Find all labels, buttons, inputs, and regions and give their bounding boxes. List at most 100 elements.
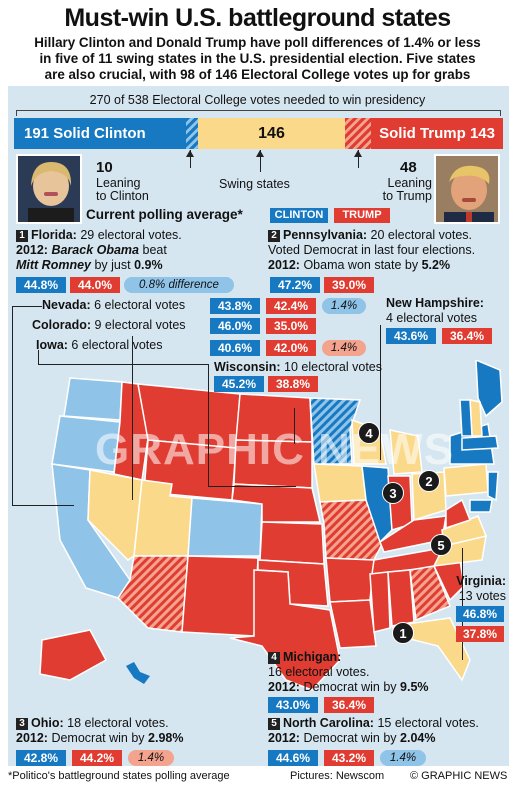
florida-info: 1 Florida: 29 electoral votes. 2012: Bara… xyxy=(16,228,182,273)
pennsylvania-info: 2 Pennsylvania: 20 electoral votes. Voted… xyxy=(268,228,475,273)
copyright: © GRAPHIC NEWS xyxy=(410,770,508,782)
ohio-info: 3 Ohio: 18 electoral votes. 2012: Democra… xyxy=(16,716,183,746)
iowa-leader xyxy=(208,486,296,487)
leaning-clinton-pointer xyxy=(190,150,191,168)
new-hampshire-trump-poll: 36.4% xyxy=(442,328,492,344)
florida-margin: 0.9% xyxy=(134,258,163,272)
michigan-text: Democrat win by xyxy=(299,680,401,694)
swing-pointer xyxy=(260,150,261,172)
subtitle-line: are also crucial, with 98 of 146 Elector… xyxy=(44,67,471,82)
solid-trump-segment: Solid Trump 143 xyxy=(371,118,503,149)
graphic-news-watermark: GRAPHIC NEWS xyxy=(95,425,455,474)
ohio-name: Ohio: xyxy=(31,716,64,730)
florida-name: Florida: xyxy=(31,228,77,242)
leaning-trump-label-line: to Trump xyxy=(382,189,432,203)
florida-clinton-poll: 44.8% xyxy=(16,277,66,293)
new-hampshire-votes: 4 electoral votes xyxy=(386,311,478,325)
arrow-up-icon xyxy=(256,150,264,157)
nevada-leader xyxy=(12,306,13,506)
nevada-name: Nevada: xyxy=(42,298,91,312)
state-kentucky xyxy=(379,515,447,553)
state-nevada xyxy=(87,469,143,561)
ohio-year: 2012: xyxy=(16,731,48,745)
state-new-jersey xyxy=(487,471,499,502)
wisconsin-leader xyxy=(294,408,295,444)
us-map xyxy=(39,377,499,691)
ohio-difference: 1.4% xyxy=(128,750,174,766)
florida-by: by just xyxy=(91,258,135,272)
solid-trump-label: Solid Trump 143 xyxy=(379,125,495,142)
solid-clinton-label: 191 Solid Clinton xyxy=(24,125,146,142)
colorado-name: Colorado: xyxy=(32,318,92,332)
north-carolina-name: North Carolina: xyxy=(283,716,374,730)
florida-line-1: 1 Florida: 29 electoral votes. xyxy=(16,228,182,243)
new-hampshire-name: New Hampshire: xyxy=(386,296,484,310)
iowa-info: Iowa: 6 electoral votes xyxy=(36,338,162,353)
pictures-credit: Pictures: Newscom xyxy=(290,770,385,782)
iowa-leader xyxy=(38,364,208,365)
michigan-year: 2012: xyxy=(268,680,300,694)
pennsylvania-trump-poll: 39.0% xyxy=(324,277,374,293)
leaning-clinton-count: 10 xyxy=(96,159,113,176)
arrow-up-icon xyxy=(186,150,194,157)
iowa-leader xyxy=(38,350,39,364)
pennsylvania-line-2: Voted Democrat in last four elections. xyxy=(268,243,476,257)
ohio-trump-poll: 44.2% xyxy=(72,750,122,766)
state-vermont xyxy=(459,399,473,437)
wisconsin-votes: 10 electoral votes xyxy=(280,360,383,374)
pennsylvania-margin: 5.2% xyxy=(421,258,451,272)
colorado-leader xyxy=(132,336,133,500)
florida-line-3: Mitt Romney by just 0.9% xyxy=(16,258,182,273)
state-number-badge: 5 xyxy=(268,718,280,730)
arrow-up-icon xyxy=(354,150,362,157)
michigan-marker: 4 xyxy=(358,422,380,444)
swing-segment: 146 xyxy=(198,118,345,149)
new-hampshire-leader xyxy=(380,325,381,460)
state-maryland xyxy=(469,499,493,513)
michigan-clinton-poll: 43.0% xyxy=(268,697,318,713)
new-hampshire-clinton-poll: 43.6% xyxy=(386,328,436,344)
michigan-info: 4 Michigan: 16 electoral votes. 2012: Dem… xyxy=(268,650,429,695)
state-louisiana xyxy=(329,599,377,649)
florida-difference: 0.8% difference xyxy=(124,277,234,293)
nevada-votes: 6 electoral votes xyxy=(90,298,186,312)
ohio-margin: 2.98% xyxy=(148,731,184,745)
leaning-clinton-segment xyxy=(186,118,198,149)
wisconsin-trump-poll: 38.8% xyxy=(268,376,318,392)
state-washington xyxy=(63,377,123,421)
iowa-votes: 6 electoral votes xyxy=(67,338,163,352)
north-carolina-text: Democrat win by xyxy=(299,731,401,745)
new-hampshire-info: New Hampshire: 4 electoral votes xyxy=(386,296,484,326)
subtitle-line: in five of 11 swing states in the U.S. p… xyxy=(39,51,476,66)
state-mississippi xyxy=(369,571,391,633)
michigan-votes: 16 electoral votes. xyxy=(268,665,370,679)
iowa-clinton-poll: 40.6% xyxy=(210,340,260,356)
florida-trump-poll: 44.0% xyxy=(70,277,120,293)
trump-photo-icon xyxy=(436,156,498,222)
colorado-clinton-poll: 46.0% xyxy=(210,318,260,334)
state-arkansas xyxy=(325,557,375,603)
subtitle-line: Hillary Clinton and Donald Trump have po… xyxy=(34,35,481,50)
state-number-badge: 3 xyxy=(16,718,28,730)
florida-loser: Mitt Romney xyxy=(16,258,91,272)
leaning-clinton-label-line: Leaning xyxy=(96,176,141,190)
iowa-difference: 1.4% xyxy=(322,340,366,356)
clinton-photo-icon xyxy=(18,156,80,222)
state-massachusetts xyxy=(461,435,499,451)
state-west-virginia xyxy=(445,498,471,530)
state-alaska xyxy=(39,629,108,681)
nevada-leader xyxy=(12,306,42,307)
iowa-leader xyxy=(208,364,209,486)
new-england-map xyxy=(459,360,503,451)
solid-clinton-segment: 191 Solid Clinton xyxy=(14,118,186,149)
clinton-legend-tag: CLINTON xyxy=(270,208,328,223)
state-hawaii xyxy=(126,662,150,684)
nevada-clinton-poll: 43.8% xyxy=(210,298,260,314)
nevada-leader xyxy=(12,505,74,506)
florida-winner: Barack Obama xyxy=(51,243,140,257)
colorado-votes: 9 electoral votes xyxy=(91,318,186,332)
michigan-trump-poll: 36.4% xyxy=(324,697,374,713)
state-number-badge: 1 xyxy=(16,230,28,242)
swing-label: 146 xyxy=(258,124,285,142)
ohio-line-2: 2012: Democrat win by 2.98% xyxy=(16,731,183,746)
